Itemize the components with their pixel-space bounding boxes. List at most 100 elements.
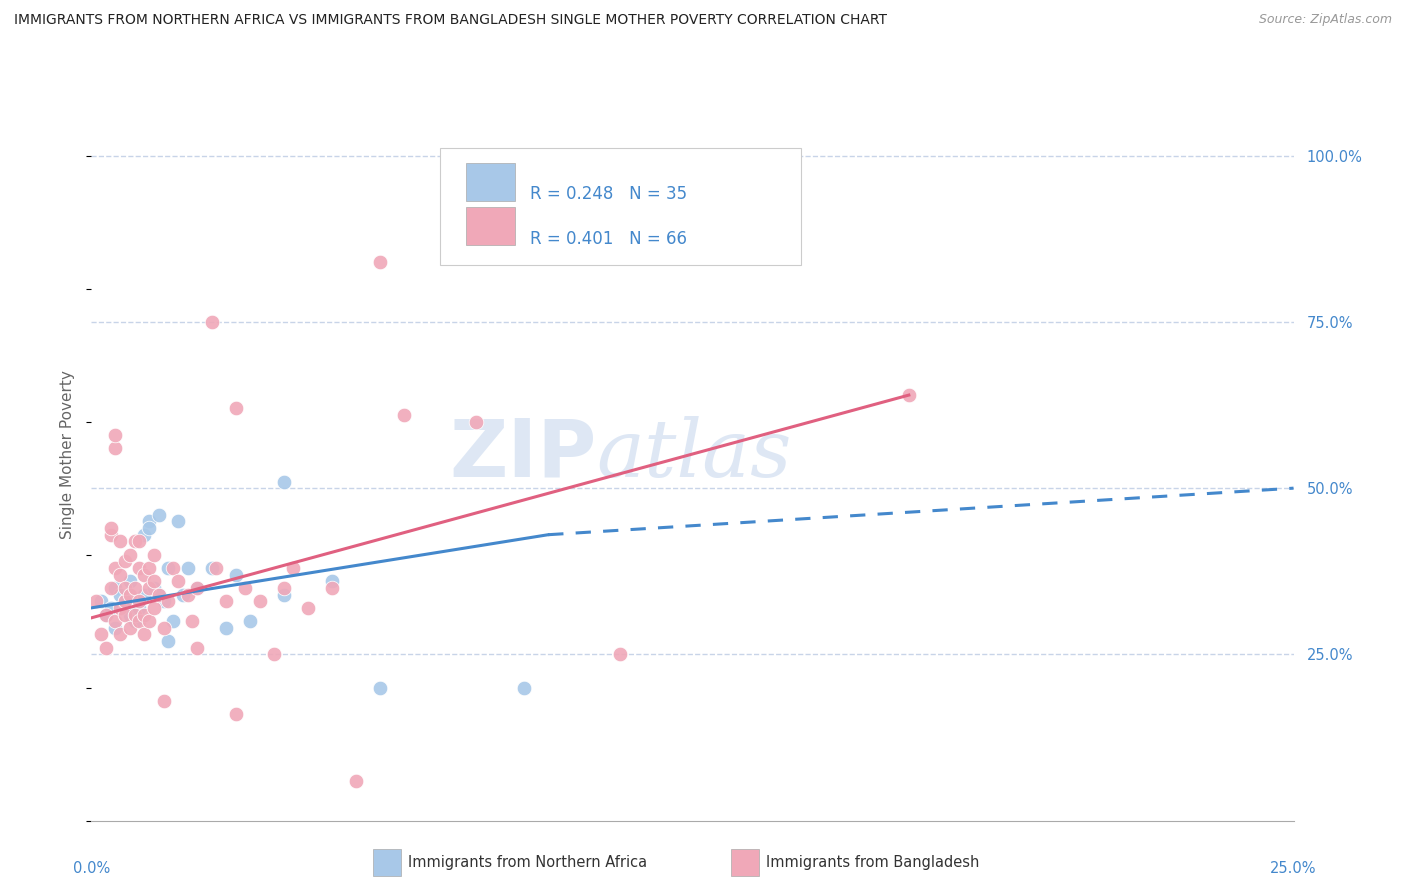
Point — [104, 561, 127, 575]
Point — [297, 600, 319, 615]
Point — [138, 581, 160, 595]
Text: Immigrants from Bangladesh: Immigrants from Bangladesh — [766, 855, 980, 870]
Point — [273, 588, 295, 602]
Point — [138, 614, 160, 628]
Point — [152, 694, 174, 708]
Point — [162, 561, 184, 575]
Bar — [467, 207, 515, 245]
Point — [134, 567, 156, 582]
Point — [114, 554, 136, 568]
Text: atlas: atlas — [596, 417, 792, 493]
Point — [263, 648, 285, 662]
Point — [186, 640, 208, 655]
Point — [513, 681, 536, 695]
Text: ZIP: ZIP — [449, 416, 596, 494]
Point — [138, 521, 160, 535]
Point — [110, 588, 132, 602]
Point — [283, 561, 305, 575]
Point — [114, 594, 136, 608]
Point — [321, 574, 343, 589]
Point — [225, 707, 247, 722]
Point — [201, 561, 224, 575]
Point — [118, 574, 141, 589]
Point — [215, 621, 238, 635]
Text: 25.0%: 25.0% — [1270, 861, 1317, 876]
Point — [157, 634, 180, 648]
Point — [176, 588, 198, 602]
Point — [114, 607, 136, 622]
Point — [94, 607, 117, 622]
Point — [134, 588, 156, 602]
Text: Immigrants from Northern Africa: Immigrants from Northern Africa — [408, 855, 647, 870]
Text: IMMIGRANTS FROM NORTHERN AFRICA VS IMMIGRANTS FROM BANGLADESH SINGLE MOTHER POVE: IMMIGRANTS FROM NORTHERN AFRICA VS IMMIG… — [14, 13, 887, 28]
Point — [465, 415, 488, 429]
Point — [157, 594, 180, 608]
Point — [94, 607, 117, 622]
Point — [100, 600, 122, 615]
Point — [157, 561, 180, 575]
Point — [110, 567, 132, 582]
Point — [134, 607, 156, 622]
Point — [152, 621, 174, 635]
Point — [205, 561, 228, 575]
Point — [225, 401, 247, 416]
Point — [609, 648, 631, 662]
Point — [100, 581, 122, 595]
Point — [104, 614, 127, 628]
Point — [273, 581, 295, 595]
Point — [100, 527, 122, 541]
Point — [273, 475, 295, 489]
Point — [94, 640, 117, 655]
Text: Source: ZipAtlas.com: Source: ZipAtlas.com — [1258, 13, 1392, 27]
Point — [134, 527, 156, 541]
Point — [162, 614, 184, 628]
Point — [128, 561, 150, 575]
Point — [225, 567, 247, 582]
Point — [104, 442, 127, 456]
Point — [249, 594, 271, 608]
Point — [176, 561, 198, 575]
Point — [114, 581, 136, 595]
Point — [124, 534, 146, 549]
Point — [142, 581, 165, 595]
Point — [239, 614, 262, 628]
Point — [142, 548, 165, 562]
Point — [104, 621, 127, 635]
Point — [138, 561, 160, 575]
Point — [128, 534, 150, 549]
Point — [128, 614, 150, 628]
Point — [368, 255, 391, 269]
Point — [118, 548, 141, 562]
Point — [321, 581, 343, 595]
Point — [128, 600, 150, 615]
Point — [368, 681, 391, 695]
Point — [148, 588, 170, 602]
Point — [90, 627, 112, 641]
Bar — [467, 163, 515, 201]
Y-axis label: Single Mother Poverty: Single Mother Poverty — [60, 370, 76, 540]
Text: R = 0.248   N = 35: R = 0.248 N = 35 — [530, 185, 688, 203]
Point — [172, 588, 194, 602]
Point — [128, 594, 150, 608]
Point — [186, 581, 208, 595]
Point — [167, 515, 190, 529]
Point — [392, 408, 415, 422]
Point — [148, 588, 170, 602]
FancyBboxPatch shape — [440, 148, 800, 265]
Text: 0.0%: 0.0% — [73, 861, 110, 876]
Point — [124, 581, 146, 595]
Point — [90, 594, 112, 608]
Point — [186, 581, 208, 595]
Point — [110, 534, 132, 549]
Point — [181, 614, 204, 628]
Point — [110, 600, 132, 615]
Point — [138, 515, 160, 529]
Point — [118, 607, 141, 622]
Point — [148, 508, 170, 522]
Point — [167, 574, 190, 589]
Point — [100, 521, 122, 535]
Point — [344, 773, 367, 788]
Point — [201, 315, 224, 329]
Point — [110, 627, 132, 641]
Point — [118, 588, 141, 602]
